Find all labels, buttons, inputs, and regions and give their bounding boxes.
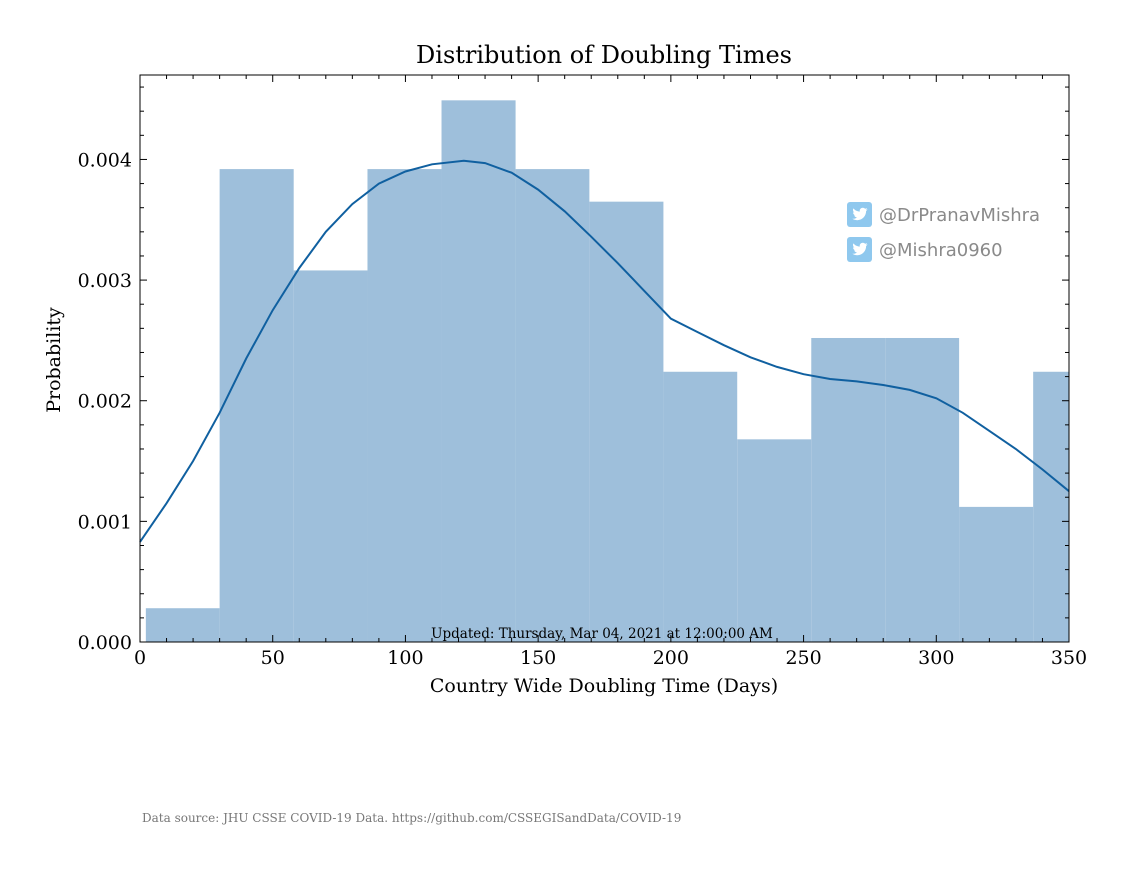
y-axis-label: Probability [43,307,65,413]
x-tick-label: 50 [261,647,285,669]
x-tick-label: 100 [387,647,423,669]
y-tick-label: 0.004 [78,149,132,171]
data-source-note: Data source: JHU CSSE COVID-19 Data. htt… [142,811,681,825]
x-tick-label: 150 [520,647,556,669]
histogram-bar-13 [1033,371,1069,642]
histogram-bar-8 [663,371,738,642]
y-tick-label: 0.002 [78,391,132,413]
histogram-bar-2 [219,169,294,642]
histogram-bar-5 [441,100,516,642]
histogram-bar-12 [959,506,1034,642]
x-tick-label: 200 [653,647,689,669]
updated-timestamp: Updated: Thursday, Mar 04, 2021 at 12:00… [431,626,773,642]
twitter-icon [847,202,872,227]
plot-frame [139,74,1070,643]
histogram-bar-4 [367,169,442,642]
y-tick-label: 0.000 [78,632,132,654]
social-handle-text: @DrPranavMishra [879,205,1040,226]
y-tick-label: 0.001 [78,511,132,533]
x-tick-label: 300 [918,647,954,669]
kde-curve [139,159,1070,543]
social-handle-2: @Mishra0960 [847,237,1003,262]
x-tick-label: 350 [1051,647,1087,669]
histogram-bar-7 [589,201,664,642]
x-axis-label: Country Wide Doubling Time (Days) [430,675,778,697]
bars-layer [145,100,1069,642]
histogram-bar-1 [145,608,220,642]
social-handle-text: @Mishra0960 [879,240,1003,261]
x-tick-label: 0 [134,647,146,669]
histogram-bar-10 [811,337,886,642]
chart-title: Distribution of Doubling Times [416,41,792,69]
twitter-icon [847,237,872,262]
histogram-bar-11 [885,337,960,642]
y-tick-label: 0.003 [78,270,132,292]
histogram-bar-9 [737,439,812,642]
social-handle-1: @DrPranavMishra [847,202,1040,227]
x-tick-label: 250 [785,647,821,669]
histogram-bar-6 [515,169,590,642]
histogram-bar-3 [293,270,368,642]
ticks-layer: 0 50 100 150 200 250 300 350 0.000 0.001 0.002 0.00… [78,75,1087,669]
